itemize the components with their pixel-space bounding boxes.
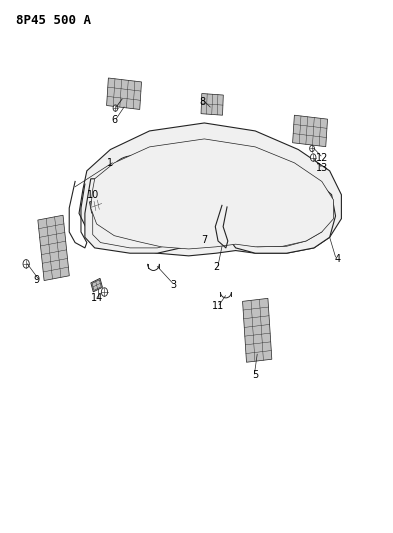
Polygon shape xyxy=(79,123,342,256)
Polygon shape xyxy=(218,171,336,253)
Text: 5: 5 xyxy=(252,370,258,381)
Circle shape xyxy=(310,146,314,152)
Polygon shape xyxy=(214,212,230,226)
Polygon shape xyxy=(91,199,103,212)
Text: 11: 11 xyxy=(212,301,224,311)
Polygon shape xyxy=(223,175,328,247)
Text: 12: 12 xyxy=(316,152,328,163)
Polygon shape xyxy=(91,278,103,292)
Polygon shape xyxy=(127,215,149,238)
Polygon shape xyxy=(107,78,141,109)
Text: 3: 3 xyxy=(170,280,176,290)
Polygon shape xyxy=(293,115,327,147)
Text: 13: 13 xyxy=(316,163,328,173)
Text: 8P45 500 A: 8P45 500 A xyxy=(17,14,91,27)
Text: 8: 8 xyxy=(199,96,206,107)
Text: 9: 9 xyxy=(33,275,39,285)
Polygon shape xyxy=(277,195,296,215)
Text: 2: 2 xyxy=(213,262,219,271)
Text: 1: 1 xyxy=(107,158,114,168)
Text: 4: 4 xyxy=(334,254,341,263)
Polygon shape xyxy=(91,139,334,249)
Ellipse shape xyxy=(112,155,179,197)
Polygon shape xyxy=(201,93,223,115)
Circle shape xyxy=(310,154,316,161)
Circle shape xyxy=(113,105,118,111)
Circle shape xyxy=(101,288,108,296)
Circle shape xyxy=(23,260,29,268)
Polygon shape xyxy=(85,179,189,253)
Polygon shape xyxy=(90,198,104,213)
Text: 14: 14 xyxy=(90,293,103,303)
Polygon shape xyxy=(93,184,185,248)
Text: 7: 7 xyxy=(201,235,208,245)
Ellipse shape xyxy=(267,197,322,230)
Text: 6: 6 xyxy=(111,115,118,125)
Polygon shape xyxy=(92,280,101,290)
Polygon shape xyxy=(242,298,272,362)
Text: 10: 10 xyxy=(86,190,99,200)
Polygon shape xyxy=(38,215,69,280)
